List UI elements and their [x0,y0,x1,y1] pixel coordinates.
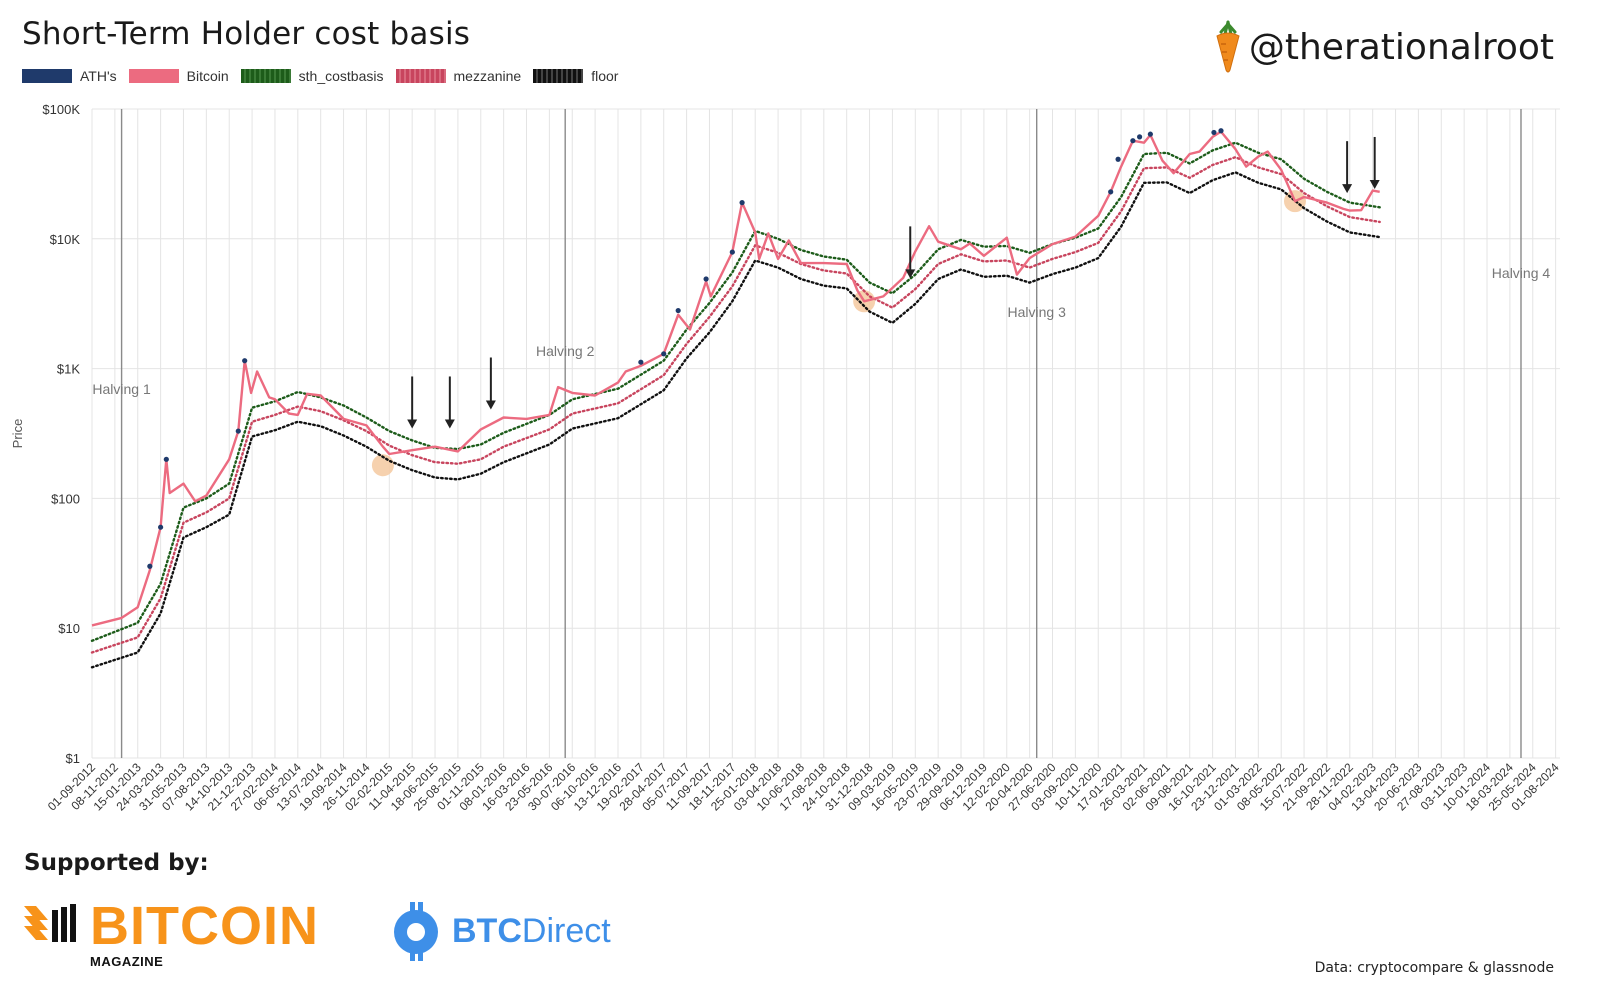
ath-point [739,200,745,206]
arrow-annotation-head [905,269,916,279]
price-chart: 01-09-201208-11-201215-01-201324-03-2013… [10,102,1562,814]
bitcoin-magazine-logo: BITCOIN MAGAZINE [24,896,319,969]
ath-point [1147,131,1153,137]
ath-point [242,358,248,364]
legend-swatch-sth-costbasis [240,69,291,83]
halving-label: Halving 4 [1492,265,1551,281]
ath-point [1211,129,1217,136]
bitcoin-magazine-icon [24,904,76,942]
y-tick-label: $10 [58,621,80,636]
sth-costbasis-line [90,141,1381,642]
carrot-icon [1216,20,1240,73]
btc-direct-wordmark: BTCDirect [452,912,611,951]
handle-text: @therationalroot [1248,26,1554,68]
arrow-annotation-head [485,400,496,410]
legend-swatch-ath [22,69,72,83]
ath-point [1115,156,1121,162]
btc-direct-word-bold: BTC [452,911,522,950]
legend-label-floor: floor [591,68,619,84]
btc-direct-logo: BTCDirect [392,900,611,962]
y-tick-label: $100K [42,102,80,117]
ath-point [1108,189,1114,195]
data-source: Data: cryptocompare & glassnode [1314,960,1554,976]
legend-item-ath[interactable]: ATH's [22,68,117,84]
bitcoin-price-line [91,130,1380,627]
ath-point [703,276,709,282]
ath-point [675,307,681,314]
chart-title: Short-Term Holder cost basis [22,16,471,52]
arrow-annotation-head [1369,179,1380,189]
legend-swatch-mezzanine [395,69,446,83]
y-tick-label: $10K [50,232,81,247]
y-tick-label: $100 [51,491,80,506]
legend-item-mezzanine[interactable]: mezzanine [395,68,522,84]
floor-line [90,171,1381,669]
supported-by-label: Supported by: [24,850,209,876]
legend-swatch-bitcoin [128,69,179,83]
ath-point [147,563,153,569]
legend-label-mezzanine: mezzanine [453,68,522,84]
ath-point [661,351,667,357]
arrow-annotation-head [1342,184,1353,194]
y-axis-label: Price [10,419,25,449]
ath-point [163,456,169,462]
author-handle: @therationalroot [1213,20,1554,74]
ath-point [1218,128,1224,134]
y-tick-label: $1K [57,362,80,377]
ath-point [1130,138,1136,144]
legend-item-sth-costbasis[interactable]: sth_costbasis [240,68,384,84]
btc-direct-icon [394,902,438,961]
legend-item-bitcoin[interactable]: Bitcoin [128,68,229,84]
ath-point [729,249,735,255]
ath-point [158,524,164,530]
chart-legend: ATH's Bitcoin sth_costbasis mezzanine fl… [22,68,618,84]
ath-point [1137,134,1143,140]
halving-label: Halving 3 [1008,304,1067,320]
legend-label-bitcoin: Bitcoin [186,68,229,84]
y-tick-label: $1 [66,751,80,766]
legend-label-ath: ATH's [80,68,117,84]
btc-direct-word: Direct [521,911,611,950]
bitcoin-magazine-wordmark: BITCOIN MAGAZINE [90,896,319,969]
legend-swatch-floor [533,69,584,83]
halving-label: Halving 2 [536,343,595,359]
bitcoin-magazine-word: BITCOIN [90,896,319,956]
arrow-annotation-head [444,419,455,429]
ath-point [235,428,241,434]
halving-label: Halving 1 [92,381,151,397]
arrow-annotation-head [407,419,418,429]
legend-item-floor[interactable]: floor [533,68,618,84]
ath-point [638,359,644,365]
legend-label-sth-costbasis: sth_costbasis [298,68,384,84]
bitcoin-magazine-sub: MAGAZINE [90,954,164,969]
